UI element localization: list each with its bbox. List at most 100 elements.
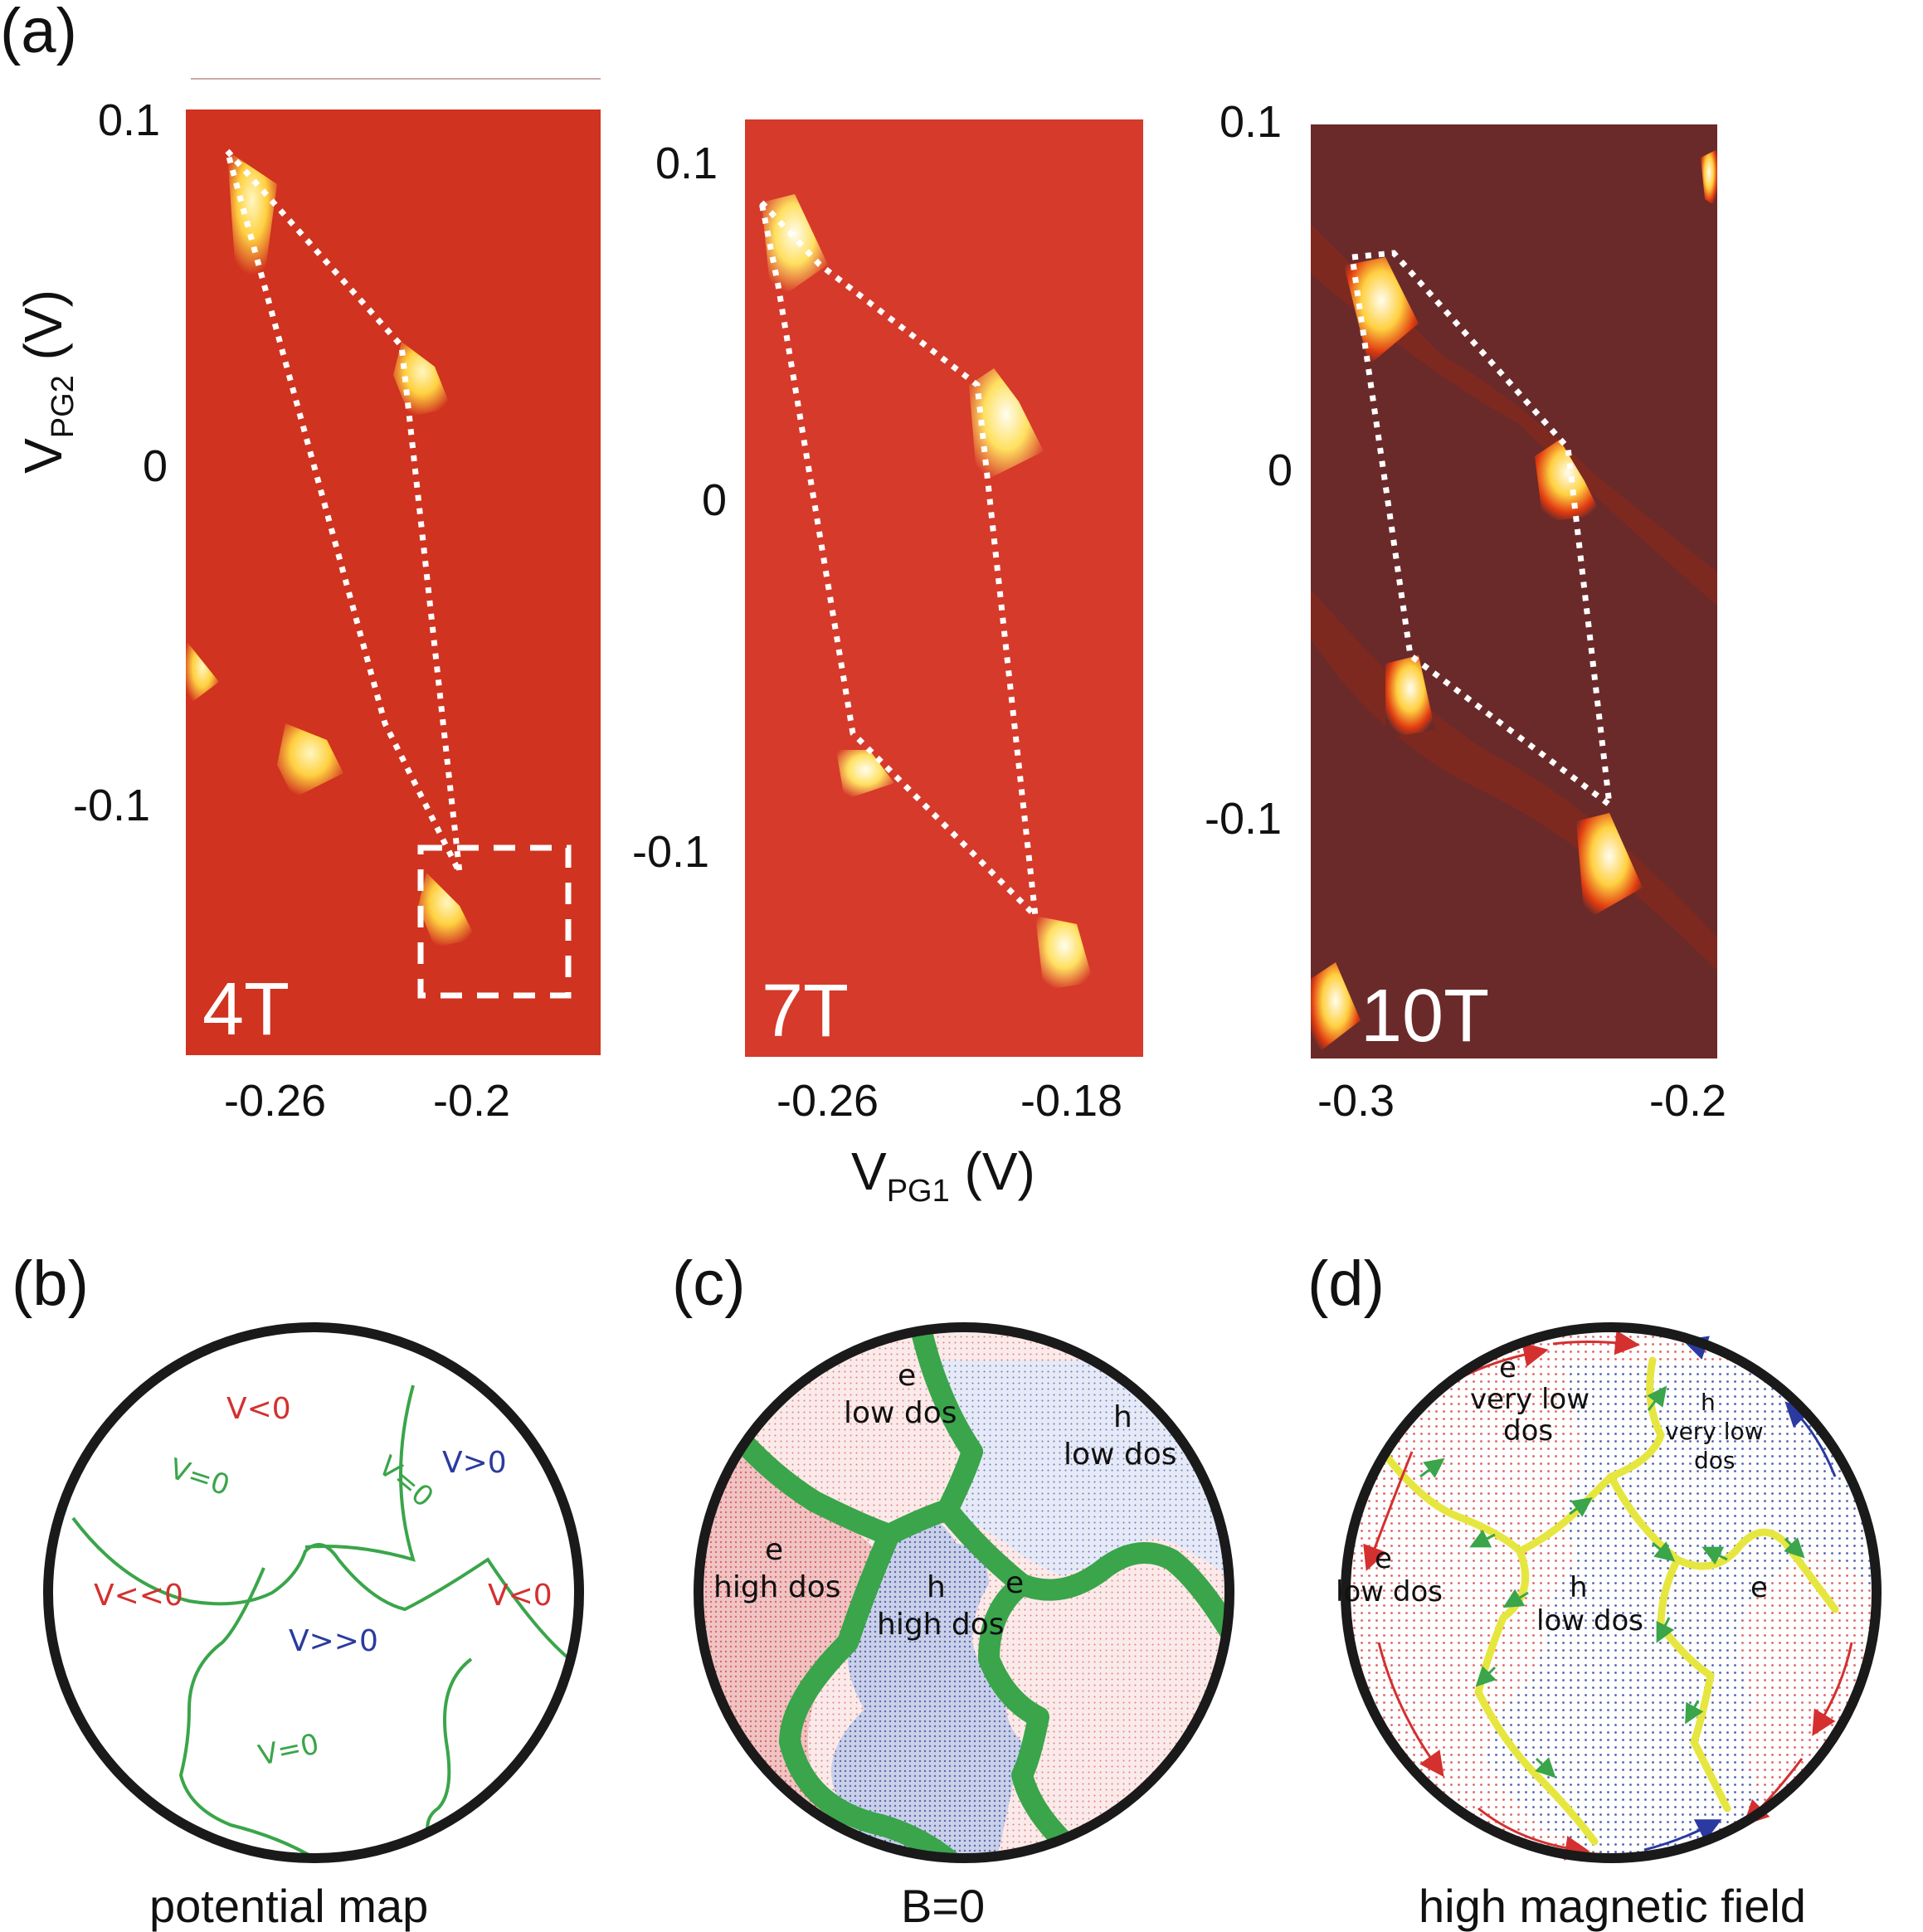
xtick: -0.2 <box>433 1076 511 1126</box>
carrier-label: e <box>1375 1542 1392 1575</box>
hexagon-outline <box>758 200 1039 924</box>
ytick: 0.1 <box>655 139 718 188</box>
region-label: V>>0 <box>289 1624 378 1658</box>
domain-circle <box>694 1322 1234 1863</box>
region-label: V<0 <box>488 1579 553 1613</box>
region-label: V<0 <box>226 1392 291 1426</box>
boundary-channel <box>978 1574 1074 1852</box>
dos-label: low dos <box>1336 1575 1443 1608</box>
xtick: -0.26 <box>777 1076 879 1126</box>
panel-b-label: (b) <box>12 1248 89 1319</box>
heatmap-10t: 10T <box>1311 124 1717 1058</box>
hexagon-outline <box>224 148 463 874</box>
carrier-label: h <box>1701 1389 1716 1416</box>
xtick: -0.3 <box>1317 1076 1395 1126</box>
ytick: 0 <box>1268 445 1293 495</box>
heatmap-4t: 4T <box>186 109 601 1055</box>
v-zero-contour <box>178 1567 340 1858</box>
heatmap-10t-svg <box>1311 124 1717 1058</box>
hexagon-outline <box>1349 250 1614 811</box>
triple-point <box>836 750 894 800</box>
panel-a-label: (a) <box>0 0 77 66</box>
dos-label: very low <box>1665 1418 1764 1445</box>
x-axis-title: VPG1 (V) <box>851 1141 1035 1209</box>
ytick: 0 <box>143 441 168 491</box>
boundary-channel <box>699 1327 983 1545</box>
domain-circle <box>1341 1322 1882 1863</box>
triple-point <box>186 640 219 707</box>
xtick: -0.18 <box>1020 1076 1123 1126</box>
boundary-channel <box>779 1524 991 1858</box>
y-axis-title: VPG2 (V) <box>13 290 80 474</box>
dos-label: high dos <box>713 1570 841 1604</box>
dos-label: dos <box>1503 1414 1553 1448</box>
triple-point <box>762 194 828 294</box>
panel-c-label: (c) <box>672 1248 746 1319</box>
triple-point <box>393 342 451 416</box>
panel-c-diagram: e low dos h low dos e high dos e h high … <box>694 1322 1234 1863</box>
dos-label: low dos <box>1064 1438 1177 1472</box>
panel-b-caption: potential map <box>149 1880 429 1932</box>
ytick: 0.1 <box>1220 97 1283 147</box>
triple-point <box>1535 440 1601 523</box>
triple-point <box>1311 962 1361 1058</box>
dos-label: dos <box>1694 1447 1736 1474</box>
panel-d-diagram: e very low dos h very low dos e low dos … <box>1336 1322 1882 1863</box>
panel-c-caption: B=0 <box>901 1880 986 1932</box>
boundary-channel <box>937 1499 1229 1670</box>
ytick: -0.1 <box>73 781 151 830</box>
carrier-label: h <box>1113 1400 1132 1434</box>
carrier-label: e <box>765 1533 783 1567</box>
heatmap-7t: 7T <box>745 119 1143 1057</box>
field-label-4t: 4T <box>202 968 290 1051</box>
ytick: -0.1 <box>632 827 710 877</box>
field-label-7t: 7T <box>762 970 850 1053</box>
field-label-10t: 10T <box>1361 975 1490 1058</box>
triple-point <box>1035 916 1093 990</box>
dos-label: low dos <box>1536 1604 1643 1638</box>
heatmap-4t-svg <box>186 109 601 1055</box>
triple-point <box>1385 655 1435 738</box>
triple-point <box>1344 257 1419 365</box>
dos-label: high dos <box>877 1608 1005 1642</box>
region-label: V>0 <box>442 1446 507 1480</box>
region-label: V<<0 <box>94 1579 183 1613</box>
xtick: -0.2 <box>1649 1076 1727 1126</box>
triple-point <box>1701 149 1717 207</box>
panel-b-diagram: V<0 V>0 V<<0 V>>0 V<0 V=0 V=0 V=0 <box>43 1322 584 1863</box>
contour-label: V=0 <box>165 1453 233 1503</box>
dos-label: very low <box>1470 1383 1590 1416</box>
v-zero-contour <box>426 1657 473 1858</box>
triple-point <box>969 368 1044 484</box>
domain-circle <box>43 1322 584 1863</box>
triple-point <box>227 151 277 275</box>
heatmap-7t-svg <box>745 119 1143 1057</box>
edge-channel <box>1607 1472 1839 1613</box>
triple-point <box>277 723 343 798</box>
top-line <box>191 78 601 80</box>
v-zero-contour <box>304 1385 416 1562</box>
local-arrows <box>1419 1385 1805 1779</box>
edge-channel <box>1350 1356 1665 1556</box>
ytick: 0 <box>702 475 728 525</box>
triple-point <box>418 873 476 947</box>
panel-d-label: (d) <box>1307 1248 1385 1319</box>
triple-point <box>1576 813 1643 921</box>
carrier-label: e <box>1499 1351 1516 1385</box>
carrier-label: h <box>927 1570 946 1604</box>
edge-channel <box>1657 1555 1731 1813</box>
dashed-box <box>417 844 572 999</box>
transition-line <box>1311 224 1717 606</box>
carrier-label: e <box>1005 1566 1024 1600</box>
dos-label: low dos <box>844 1396 957 1430</box>
carrier-label: h <box>1570 1571 1588 1604</box>
panel-d-caption: high magnetic field <box>1419 1880 1806 1932</box>
ytick: 0.1 <box>98 95 161 145</box>
contour-label: V=0 <box>256 1727 322 1772</box>
carrier-label: e <box>898 1359 916 1393</box>
ytick: -0.1 <box>1205 794 1283 844</box>
contour-label: V=0 <box>372 1449 440 1514</box>
xtick: -0.26 <box>224 1076 327 1126</box>
region-h-high <box>831 1510 1022 1858</box>
carrier-label: e <box>1750 1571 1768 1604</box>
